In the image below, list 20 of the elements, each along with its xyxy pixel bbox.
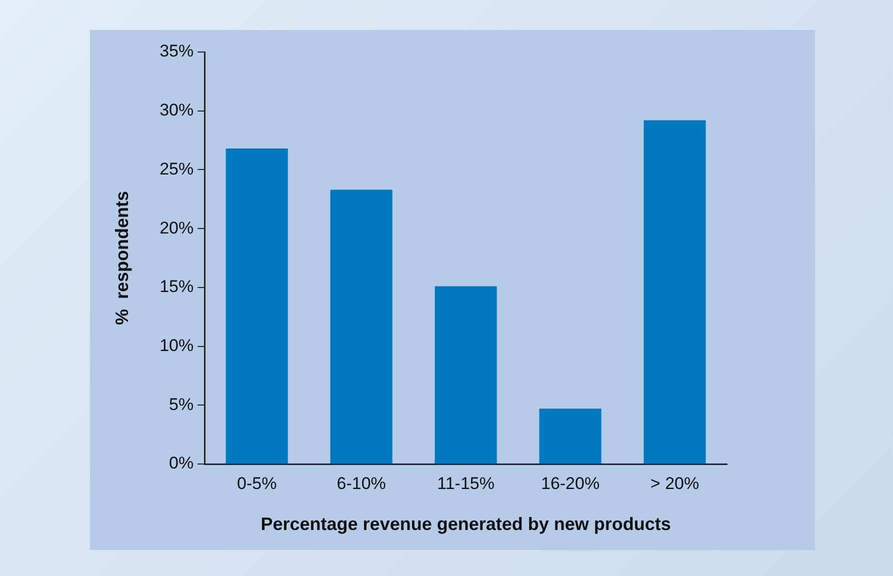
bar bbox=[434, 286, 497, 464]
y-tick-label: 10% bbox=[160, 336, 194, 355]
y-tick-label: 25% bbox=[160, 159, 194, 178]
x-tick-label: 11-15% bbox=[437, 474, 494, 493]
y-tick-label: 0% bbox=[169, 454, 194, 473]
x-tick-label: 16-20% bbox=[540, 474, 600, 493]
y-tick-label: 30% bbox=[160, 100, 194, 120]
y-tick-label: 35% bbox=[160, 42, 194, 61]
x-tick-label: 0-5% bbox=[237, 474, 277, 493]
y-tick-label: 5% bbox=[169, 394, 194, 414]
x-tick-label: 6-10% bbox=[336, 474, 386, 493]
bar bbox=[644, 120, 706, 464]
x-tick-label: > 20% bbox=[650, 474, 700, 493]
bar bbox=[539, 408, 602, 464]
y-axis-title: % respondents bbox=[112, 190, 132, 326]
bar bbox=[226, 148, 288, 464]
bar bbox=[330, 190, 392, 464]
x-axis-title: Percentage revenue generated by new products bbox=[260, 514, 671, 534]
y-tick-label: 20% bbox=[160, 218, 194, 238]
y-tick-label: 15% bbox=[160, 277, 194, 296]
